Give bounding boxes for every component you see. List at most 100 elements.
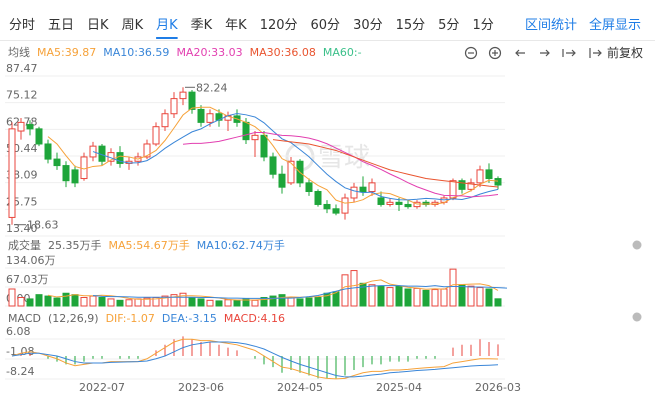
ma-line	[47, 106, 499, 205]
tab[interactable]: 季K	[191, 18, 213, 33]
tab[interactable]: 年K	[225, 18, 247, 33]
tool-icons[interactable]	[464, 46, 602, 60]
volume-bar	[458, 284, 466, 307]
volume-ma-line	[92, 285, 508, 299]
end-icon[interactable]	[589, 48, 602, 58]
candle-body	[53, 158, 61, 167]
volume-bar	[386, 287, 394, 307]
candle-body	[197, 108, 205, 123]
right-icon[interactable]	[540, 49, 550, 57]
panel-toggle[interactable]	[632, 240, 642, 250]
candle-body	[116, 152, 124, 164]
y-tick-label: 13.40	[6, 222, 38, 235]
legend-item: MA20:33.03	[176, 46, 242, 59]
volume-bar	[179, 292, 187, 307]
zoom-in-icon[interactable]	[488, 46, 502, 60]
volume-bar	[413, 287, 421, 307]
action[interactable]: 区间统计	[525, 18, 577, 33]
tab[interactable]: 30分	[353, 18, 383, 33]
volume-bar	[440, 288, 448, 307]
legend-item: MACD:4.16	[224, 312, 285, 325]
legend-item: MA5:54.67万手	[109, 238, 190, 252]
y-tick-label: -1.08	[6, 345, 34, 358]
volume-bar	[296, 298, 304, 307]
candle-body	[71, 169, 79, 184]
reset-icon[interactable]	[562, 49, 576, 57]
legend-item: MA10:62.74万手	[197, 238, 285, 252]
volume-bar	[431, 289, 439, 307]
volume-bar	[476, 287, 484, 307]
candle-body	[17, 121, 25, 132]
tab[interactable]: 120分	[260, 18, 298, 33]
x-tick-label: 2024-05	[277, 381, 323, 394]
y-tick-label: 67.03万	[6, 273, 49, 286]
volume-bar	[449, 268, 457, 307]
candle-body	[467, 182, 475, 190]
candle-body	[341, 197, 349, 214]
volume-bar	[377, 285, 385, 307]
legend-item: MA30:36.08	[250, 46, 316, 59]
ma-line	[272, 139, 499, 188]
candle-body	[377, 197, 385, 205]
candle-body	[143, 143, 151, 158]
candle-body	[260, 134, 268, 158]
min-label: 18.63	[27, 219, 59, 232]
action[interactable]: 全屏显示	[589, 17, 641, 33]
volume-bar	[467, 285, 475, 307]
adjust-dropdown[interactable]: 前复权	[607, 45, 643, 60]
tab[interactable]: 5分	[438, 18, 459, 33]
legend-item: DIF:-1.07	[106, 312, 155, 325]
candle-body	[305, 182, 313, 193]
legend-item: 均线	[8, 45, 30, 59]
candle-body	[323, 203, 331, 210]
y-tick-label: 87.47	[6, 62, 38, 75]
macd-line	[11, 341, 499, 378]
tab[interactable]: 1分	[472, 18, 493, 33]
candle-body	[242, 121, 250, 141]
candle-body	[332, 208, 340, 214]
candle-body	[458, 180, 466, 190]
candle-body	[404, 203, 412, 208]
x-tick-label: 2022-07	[79, 381, 125, 394]
candle-body	[269, 156, 277, 175]
tab[interactable]: 五日	[48, 18, 74, 33]
tab[interactable]: 日K	[87, 18, 109, 33]
zoom-out-icon[interactable]	[464, 46, 478, 60]
volume-bar	[170, 294, 178, 307]
volume-bar	[215, 300, 223, 307]
legend-item: 成交量	[8, 238, 41, 252]
volume-bar	[260, 296, 268, 307]
volume-bar	[98, 296, 106, 307]
panel-toggle[interactable]	[632, 312, 642, 322]
tab[interactable]: 分时	[9, 18, 35, 33]
legend-item: DEA:-3.15	[162, 312, 217, 325]
volume-bar	[332, 291, 340, 307]
left-icon[interactable]	[515, 49, 525, 57]
legend-item: MA5:39.87	[37, 46, 96, 59]
volume-bar	[89, 295, 97, 307]
candle-body	[161, 113, 169, 128]
volume-bar	[395, 285, 403, 307]
volume-bar	[305, 297, 313, 307]
candle-body	[386, 201, 394, 205]
candle-body	[179, 91, 187, 100]
candle-body	[368, 182, 376, 193]
legend-item: MACD	[8, 312, 41, 325]
volume-bar	[233, 299, 241, 307]
candle-body	[278, 173, 286, 188]
volume-bar	[314, 296, 322, 307]
tab[interactable]: 月K	[156, 18, 178, 33]
y-tick-label: 134.06万	[6, 254, 56, 267]
volume-bar	[359, 282, 367, 307]
active-tab-underline	[156, 37, 178, 39]
candle-body	[26, 124, 34, 130]
tab[interactable]: 15分	[396, 18, 426, 33]
candle-body	[80, 156, 88, 180]
tab[interactable]: 周K	[122, 18, 144, 33]
x-tick-label: 2023-06	[178, 381, 224, 394]
volume-bar	[278, 294, 286, 307]
candle-body	[152, 126, 160, 145]
volume-bar	[485, 288, 493, 307]
candle-body	[188, 91, 196, 110]
tab[interactable]: 60分	[311, 18, 341, 33]
